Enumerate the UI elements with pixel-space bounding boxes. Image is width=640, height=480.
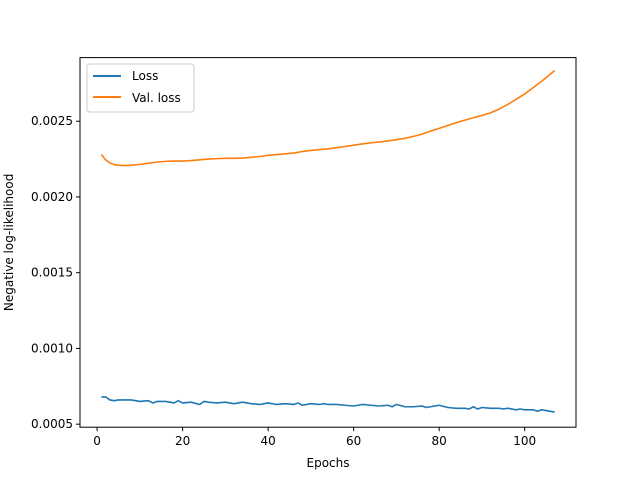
y-tick-label: 0.0015 — [31, 266, 73, 280]
y-axis-label: Negative log-likelihood — [2, 174, 16, 311]
y-tick-label: 0.0025 — [31, 114, 73, 128]
x-tick-label: 40 — [260, 434, 275, 448]
x-axis-label: Epochs — [307, 456, 350, 470]
legend: Loss Val. loss — [86, 63, 195, 113]
x-tick-label: 0 — [93, 434, 101, 448]
series-line-0 — [101, 396, 555, 413]
x-tick-label: 80 — [432, 434, 447, 448]
y-tick-label: 0.0020 — [31, 190, 73, 204]
plot-lines — [100, 69, 556, 413]
x-tick-label: 20 — [175, 434, 190, 448]
y-axis: 0.0005 0.0010 0.0015 0.0020 0.0025 — [31, 114, 80, 431]
series-line-1 — [100, 69, 556, 167]
legend-label-loss: Loss — [132, 69, 158, 83]
legend-label-val-loss: Val. loss — [132, 91, 181, 105]
x-axis: 0 20 40 60 80 100 — [93, 427, 536, 448]
plot-frame — [79, 57, 577, 428]
y-tick-label: 0.0010 — [31, 341, 73, 355]
y-tick-label: 0.0005 — [31, 417, 73, 431]
x-tick-label: 100 — [513, 434, 536, 448]
x-tick-label: 60 — [346, 434, 361, 448]
